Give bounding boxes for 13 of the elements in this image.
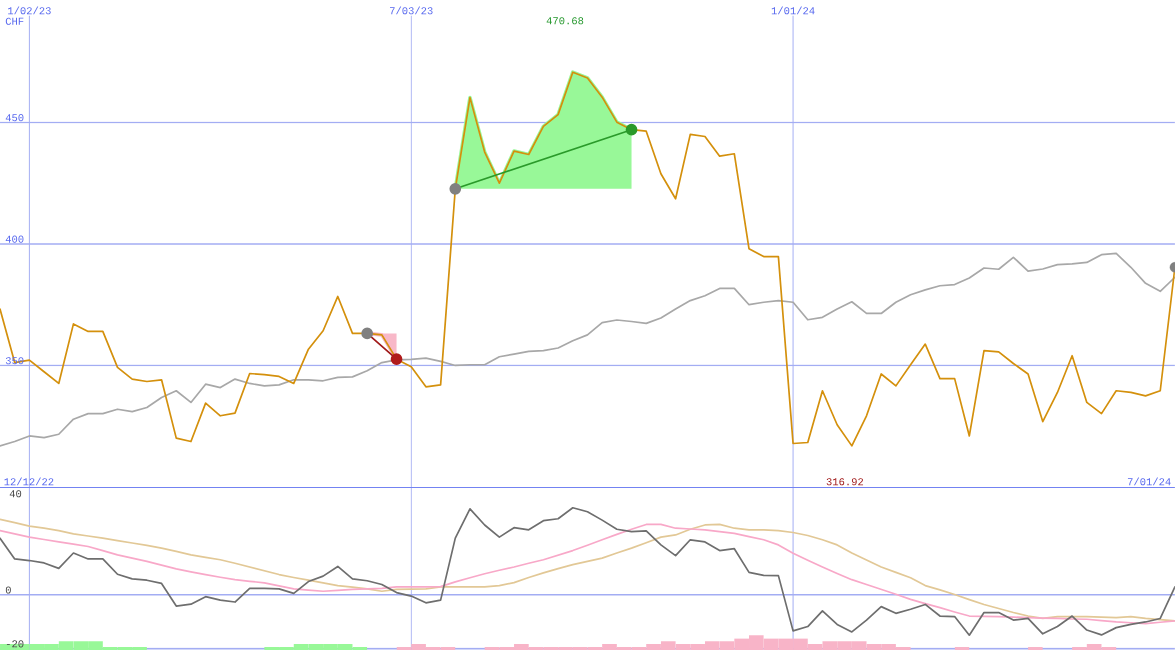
x-tick-label: 1/02/23 [8,6,51,15]
y-tick-label: -20 [6,640,24,648]
annotation: 12/12/22 [4,477,54,486]
y-tick-label: 450 [5,114,24,122]
x-tick-label: 1/01/24 [771,6,815,15]
y-axis-title: CHF [5,17,24,25]
y-tick-label: 40 [9,490,22,498]
annotation: 316.92 [826,478,864,486]
annotation: 7/01/24 [1127,477,1171,486]
annotation: 470.68 [546,17,584,25]
y-tick-label: 0 [5,586,11,594]
y-tick-label: 400 [5,235,24,243]
x-tick-label: 7/03/23 [390,6,433,15]
